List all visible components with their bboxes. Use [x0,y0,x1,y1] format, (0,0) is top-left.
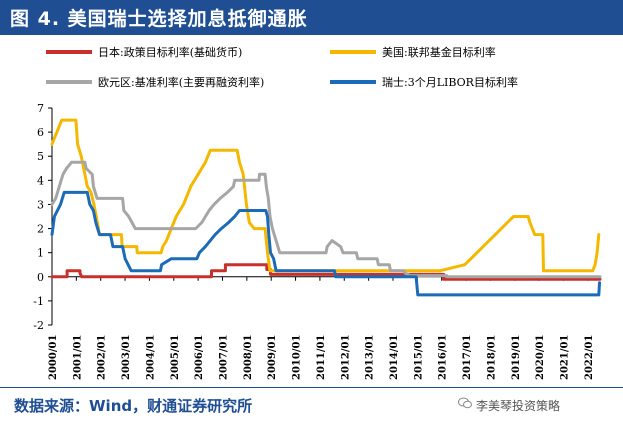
source-rule [0,387,623,388]
x-tick-label: 2008/01 [243,335,254,380]
title-bar: 图 4. 美国瑞士选择加息抵御通胀 [0,0,623,33]
x-tick-label: 2000/01 [48,335,59,380]
legend-label-2: 欧元区:基准利率(主要再融资利率) [98,75,264,89]
title-rule [0,33,623,35]
x-tick-label: 2018/01 [486,335,497,380]
figure-title: 图 4. 美国瑞士选择加息抵御通胀 [10,8,308,30]
x-tick-label: 2007/01 [218,335,229,380]
x-tick-label: 2002/01 [97,335,108,380]
x-tick-label: 2010/01 [292,335,303,380]
source-note: 数据来源：Wind，财通证券研究所 [14,397,253,415]
y-tick-label: 7 [37,102,44,115]
x-tick-label: 2022/01 [584,335,595,380]
x-tick-label: 2006/01 [194,335,205,380]
x-tick-label: 2015/01 [413,335,424,380]
y-tick-label: 6 [37,126,44,139]
x-tick-label: 2013/01 [365,335,376,380]
x-tick-label: 2001/01 [72,335,83,380]
x-tick-label: 2009/01 [267,335,278,380]
x-tick-label: 2012/01 [340,335,351,380]
y-tick-label: 3 [37,198,44,211]
line-chart: 日本:政策目标利率(基础货币) 美国:联邦基金目标利率欧元区:基准利率(主要再融资… [33,45,602,380]
x-tick-label: 2011/01 [316,335,327,380]
legend-label-1: 美国:联邦基金目标利率 [382,45,496,59]
y-tick-label: 5 [37,150,44,163]
x-tick-label: 2017/01 [462,335,473,380]
x-tick-label: 2003/01 [121,335,132,380]
x-tick-label: 2004/01 [145,335,156,380]
x-tick-label: 2020/01 [535,335,546,380]
series-line-1 [50,118,601,273]
series-line-0 [50,263,602,281]
y-tick-label: -2 [33,319,44,332]
x-tick-label: 2005/01 [170,335,181,380]
legend-label-0: 日本:政策目标利率(基础货币) [98,45,242,59]
x-tick-label: 2014/01 [389,335,400,380]
y-tick-label: 0 [37,271,44,284]
x-tick-label: 2016/01 [438,335,449,380]
x-tick-label: 2019/01 [511,335,522,380]
series-line-3 [50,190,601,297]
watermark-text: 李美琴投资策略 [476,399,561,413]
y-tick-label: 1 [37,247,44,260]
x-tick-label: 2021/01 [559,335,570,380]
y-tick-label: 2 [37,223,44,236]
series-line-2 [50,160,602,279]
y-tick-label: 4 [37,174,44,187]
legend-label-3: 瑞士:3个月LIBOR目标利率 [382,75,518,89]
y-tick-label: -1 [33,295,44,308]
wechat-icon [458,397,472,409]
